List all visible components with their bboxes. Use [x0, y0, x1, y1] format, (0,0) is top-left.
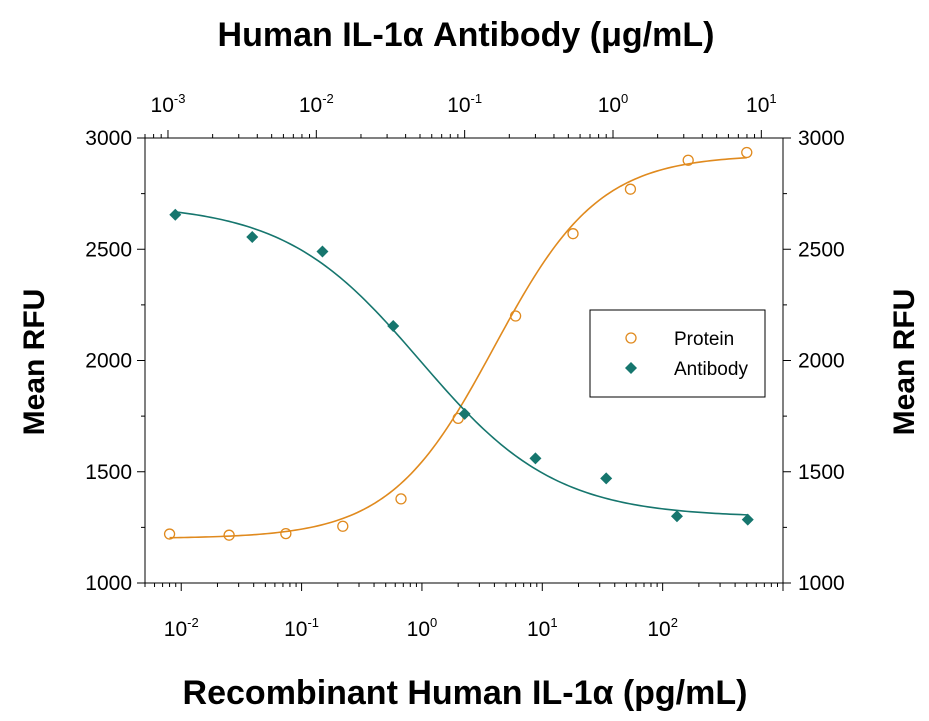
- data-point-antibody: [600, 472, 613, 485]
- data-point-protein: [395, 493, 407, 505]
- x-tick-label: 102: [647, 615, 678, 641]
- data-point-antibody: [387, 320, 400, 333]
- data-point-protein: [280, 527, 292, 540]
- x-axis-label: Recombinant Human IL-1α (pg/mL): [183, 674, 748, 712]
- y-tick-label-right: 2000: [798, 350, 845, 373]
- legend-label-antibody: Antibody: [674, 359, 748, 380]
- legend-marker-protein: [625, 332, 637, 344]
- data-point-antibody: [529, 452, 542, 465]
- x2-tick-label: 10-1: [447, 91, 482, 117]
- axes-layer: 10-2 10-1 100 101 102 10-3 10-2 10-1 100 101 1000 1…: [85, 91, 844, 641]
- x2-tick-label: 101: [746, 91, 777, 117]
- legend: Protein Antibody: [589, 309, 766, 398]
- y-tick-label-right: 2500: [798, 238, 845, 261]
- fit-curve-protein: [169, 156, 747, 539]
- y-tick-label-right: 1000: [798, 572, 845, 595]
- x-tick-label: 100: [407, 615, 438, 641]
- x-tick-label: 10-2: [164, 615, 199, 641]
- data-point-protein: [682, 154, 694, 166]
- y-tick-label-left: 1500: [85, 461, 132, 484]
- y-axis-label-left: Mean RFU: [18, 289, 51, 436]
- x2-tick-label: 10-2: [299, 91, 334, 117]
- y-tick-label-right: 1500: [798, 461, 845, 484]
- x-tick-label: 10-1: [284, 615, 319, 641]
- fit-curve-antibody: [175, 211, 748, 516]
- curves-layer: [169, 156, 748, 539]
- x-tick-label: 101: [527, 615, 558, 641]
- legend-label-protein: Protein: [674, 329, 734, 350]
- y-tick-label-right: 3000: [798, 127, 845, 150]
- y-tick-label-left: 3000: [85, 127, 132, 150]
- data-point-antibody: [670, 510, 683, 523]
- x2-tick-label: 100: [598, 91, 629, 117]
- data-point-protein: [509, 310, 522, 322]
- y-tick-label-left: 2500: [85, 238, 132, 261]
- y-tick-label-left: 1000: [85, 572, 132, 595]
- data-point-antibody: [169, 208, 182, 221]
- data-point-protein: [567, 228, 579, 240]
- points-layer: [163, 146, 754, 541]
- data-point-antibody: [458, 407, 471, 420]
- x2-tick-label: 10-3: [151, 91, 186, 117]
- y-tick-label-left: 2000: [85, 350, 132, 373]
- data-point-protein: [741, 146, 753, 159]
- data-point-protein: [163, 528, 176, 540]
- data-point-protein: [624, 183, 637, 195]
- data-point-antibody: [316, 245, 329, 258]
- data-point-protein: [337, 520, 349, 532]
- data-point-antibody: [741, 513, 754, 526]
- legend-marker-antibody: [625, 362, 637, 374]
- chart-title: Human IL-1α Antibody (μg/mL): [218, 16, 715, 54]
- data-point-protein: [223, 529, 235, 541]
- y-axis-label-right: Mean RFU: [888, 289, 921, 436]
- data-point-antibody: [246, 231, 259, 244]
- legend-box: [589, 309, 766, 398]
